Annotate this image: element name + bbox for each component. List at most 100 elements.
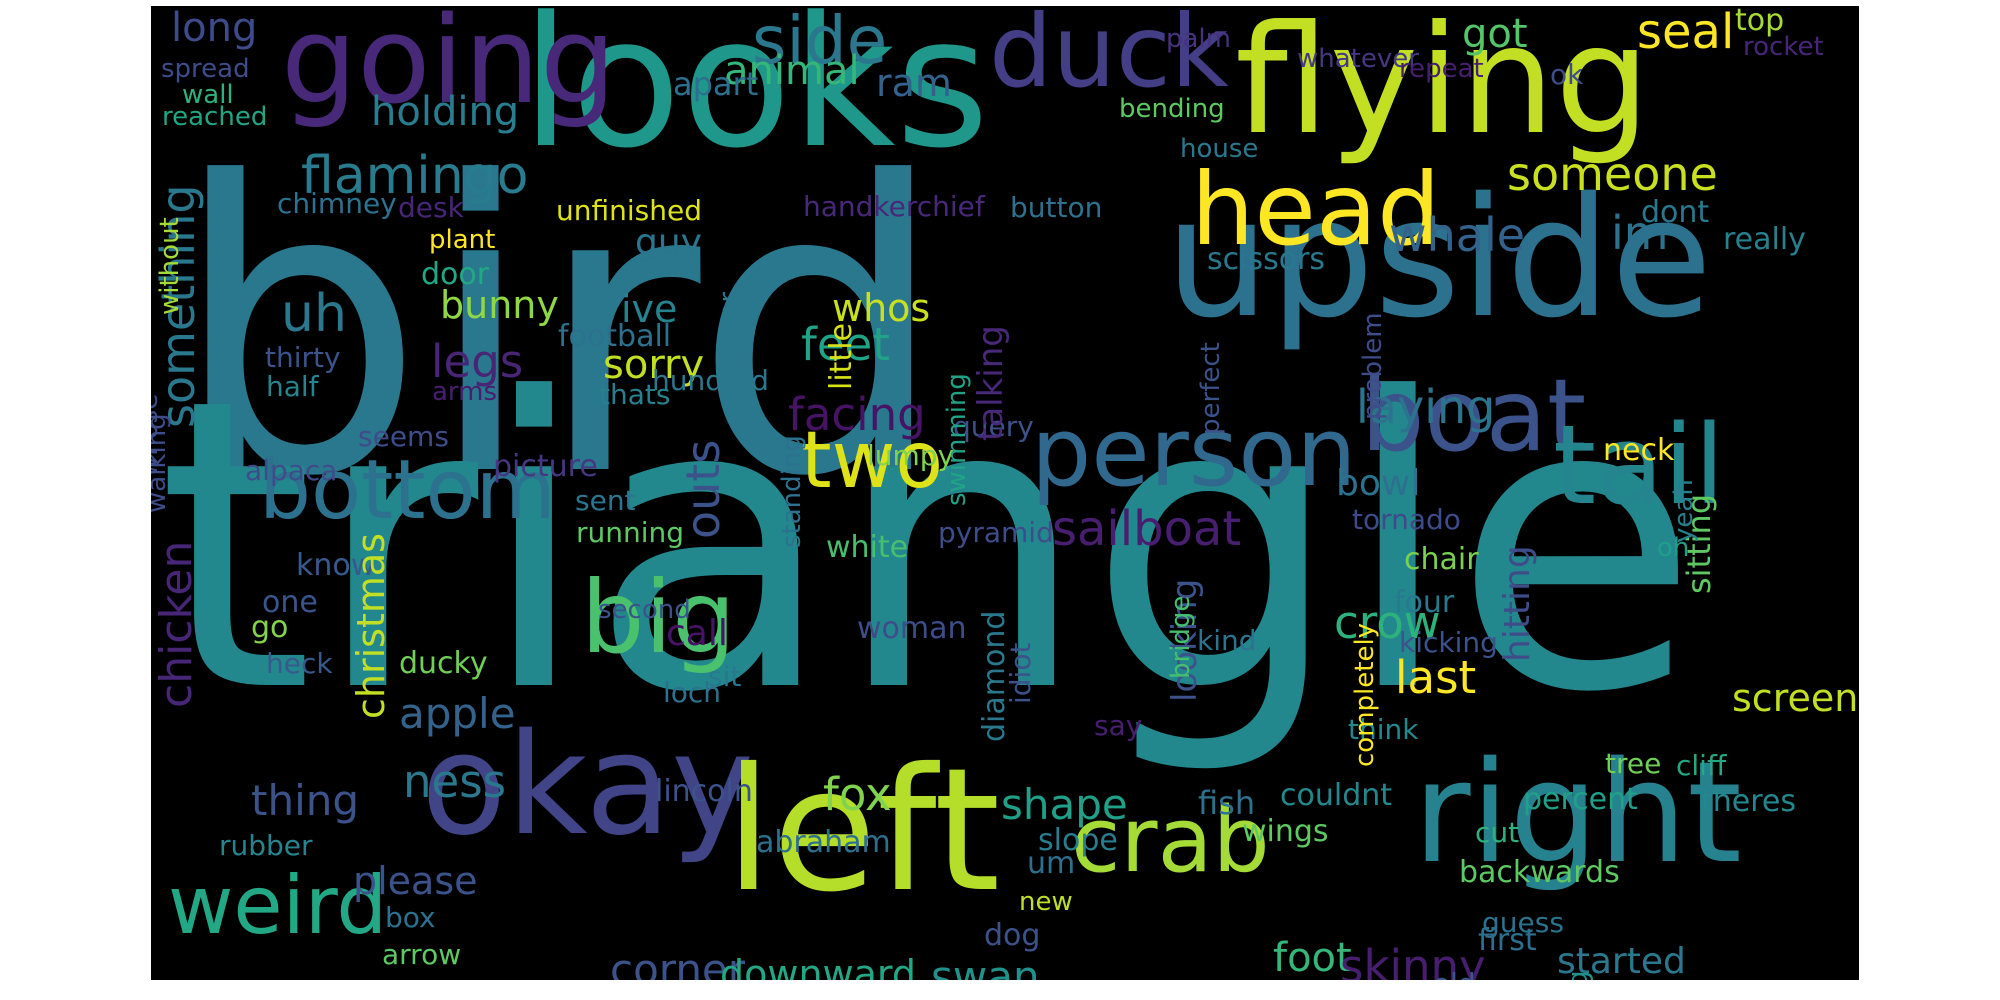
word-percent: percent — [1523, 782, 1638, 817]
word-really: really — [1723, 222, 1806, 257]
word-kind: kind — [1197, 624, 1257, 657]
word-know: know — [296, 548, 376, 583]
word-half: half — [266, 370, 319, 403]
word-heck: heck — [266, 647, 333, 680]
word-go: go — [251, 610, 289, 645]
word-dog: dog — [984, 918, 1041, 953]
word-duck: duck — [989, 6, 1229, 110]
word-chicken: chicken — [151, 540, 202, 708]
word-pyramid: pyramid — [938, 516, 1054, 549]
word-backwards: backwards — [1459, 855, 1620, 890]
word-two: two — [801, 416, 944, 506]
word-swan: swan — [931, 952, 1040, 981]
word-downward: downward — [720, 952, 916, 980]
word-thats: thats — [599, 378, 671, 411]
word-laying: laying — [1356, 380, 1496, 434]
word-upside: upside — [1165, 162, 1713, 354]
word-football: football — [558, 319, 672, 354]
word-outs: outs — [676, 439, 730, 539]
word-weird: weird — [168, 859, 388, 952]
word-head: head — [1191, 151, 1441, 268]
word-guy: guy — [635, 222, 702, 263]
word-query: query — [953, 410, 1034, 443]
word-repeat: repeat — [1399, 54, 1484, 84]
word-tree: tree — [1605, 747, 1662, 780]
word-palm: palm — [1166, 24, 1231, 54]
word-cut: cut — [1475, 816, 1520, 849]
word-sorry: sorry — [603, 342, 705, 388]
word-box: box — [385, 901, 436, 934]
word-please: please — [353, 859, 478, 903]
word-skinny: skinny — [1340, 940, 1486, 980]
word-couldnt: couldnt — [1280, 778, 1393, 813]
word-whos: whos — [832, 286, 931, 330]
word-scissors: scissors — [1207, 242, 1326, 277]
word-legs: legs — [431, 335, 524, 388]
word-fish: fish — [1198, 784, 1256, 822]
word-flamingo: flamingo — [301, 146, 529, 206]
word-ok: ok — [1550, 58, 1584, 91]
word-sent: sent — [575, 484, 636, 517]
word-first: first — [1478, 923, 1537, 958]
word-thing: thing — [251, 776, 360, 825]
word-guess: guess — [1482, 906, 1564, 939]
word-person: person — [1031, 398, 1357, 508]
word-new: new — [1019, 887, 1073, 917]
word-bridge: bridge — [1166, 595, 1196, 679]
word-looks: looks — [521, 6, 990, 188]
word-facing: facing — [788, 388, 926, 441]
word-triangle: triangle — [157, 315, 1700, 780]
word-spread: spread — [161, 54, 250, 84]
word-big: big — [581, 559, 736, 676]
word-going: going — [281, 6, 617, 131]
word-swimming: swimming — [942, 373, 972, 506]
word-slope: slope — [1038, 823, 1118, 858]
word-top: top — [1735, 6, 1785, 38]
word-cloud-canvas: bird triangle looks upside flying going duck ok… — [151, 6, 1859, 980]
word-door: door — [421, 257, 490, 292]
word-crab: crab — [1071, 788, 1270, 893]
word-ness: ness — [403, 755, 507, 808]
word-corner: corner — [610, 945, 746, 981]
word-thirty: thirty — [265, 341, 341, 374]
word-yeah: yeah — [1669, 479, 1699, 543]
word-long: long — [171, 6, 258, 51]
word-talking: talking — [971, 325, 1011, 441]
word-kicking: kicking — [1399, 626, 1498, 659]
word-house: house — [1180, 134, 1259, 164]
word-hundred: hundred — [652, 364, 769, 397]
word-tail: tail — [1553, 401, 1725, 529]
word-four: four — [1394, 585, 1455, 620]
word-loch: loch — [663, 676, 722, 709]
word-say: say — [1094, 709, 1143, 742]
word-feet: feet — [801, 318, 890, 371]
word-got: got — [1462, 11, 1528, 57]
word-apart: apart — [673, 65, 759, 103]
word-rocket: rocket — [1743, 32, 1824, 62]
word-without: without — [155, 217, 185, 315]
word-left: left — [725, 732, 1001, 930]
word-right: right — [1413, 732, 1742, 895]
word-foot: foot — [1273, 935, 1352, 980]
word-lincoln: lincoln — [655, 774, 753, 809]
word-picture: picture — [493, 449, 598, 484]
word-arms: arms — [432, 377, 498, 407]
word-boat: boat — [1361, 357, 1587, 474]
word-white: white — [826, 530, 909, 565]
word-seal: seal — [1637, 6, 1735, 60]
word-one: one — [262, 585, 318, 620]
word-pointing: pointing — [1561, 970, 1594, 980]
word-holding: holding — [371, 89, 520, 135]
word-im: im — [1611, 206, 1669, 260]
word-chair: chair — [1404, 542, 1479, 577]
word-hear: hear — [714, 291, 744, 351]
word-tornado: tornado — [1352, 503, 1461, 536]
word-bunny: bunny — [440, 283, 559, 327]
word-bird: bird — [171, 99, 948, 564]
word-wings: wings — [1242, 814, 1329, 849]
word-started: started — [1557, 941, 1686, 980]
word-neck: neck — [1603, 433, 1675, 468]
word-ducky: ducky — [399, 646, 488, 681]
word-crow: crow — [1334, 596, 1441, 649]
word-last: last — [1395, 651, 1477, 704]
